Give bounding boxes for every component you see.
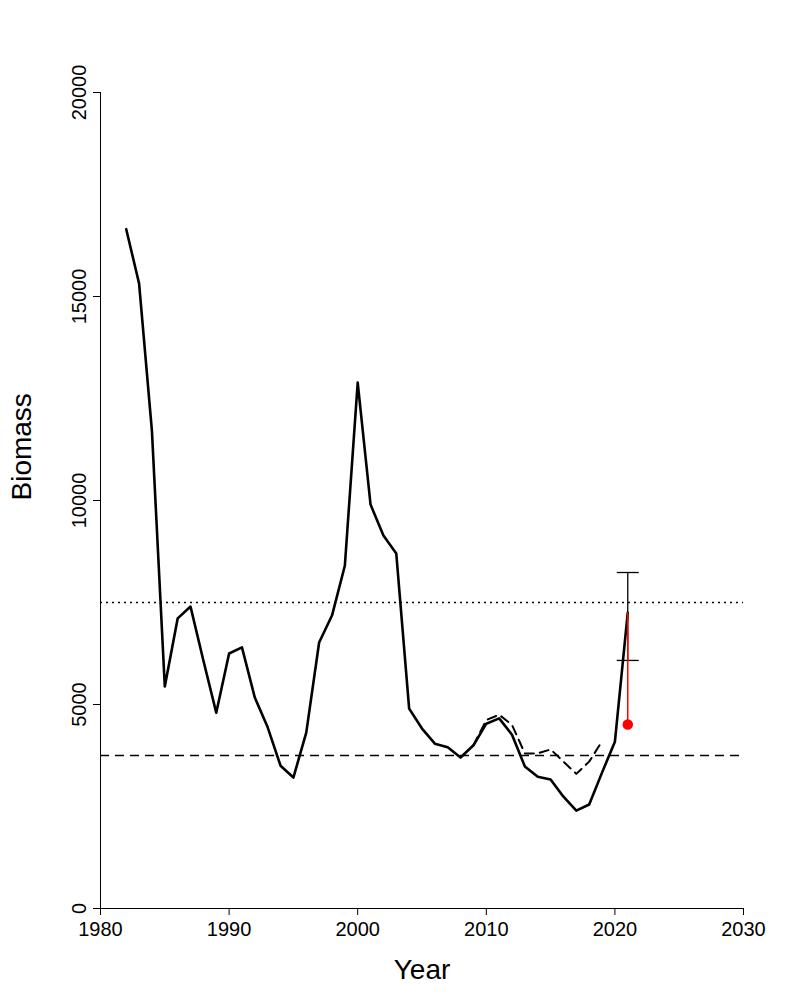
svg-text:1980: 1980 <box>78 918 123 940</box>
svg-text:5000: 5000 <box>68 682 90 727</box>
svg-text:Biomass: Biomass <box>6 393 37 500</box>
svg-text:10000: 10000 <box>68 473 90 529</box>
svg-text:2030: 2030 <box>721 918 766 940</box>
svg-text:20000: 20000 <box>68 65 90 121</box>
svg-text:Year: Year <box>394 954 451 985</box>
svg-text:15000: 15000 <box>68 269 90 325</box>
svg-text:1990: 1990 <box>207 918 252 940</box>
svg-text:2010: 2010 <box>464 918 509 940</box>
svg-text:2020: 2020 <box>593 918 638 940</box>
svg-text:2000: 2000 <box>335 918 380 940</box>
svg-text:0: 0 <box>68 903 90 914</box>
